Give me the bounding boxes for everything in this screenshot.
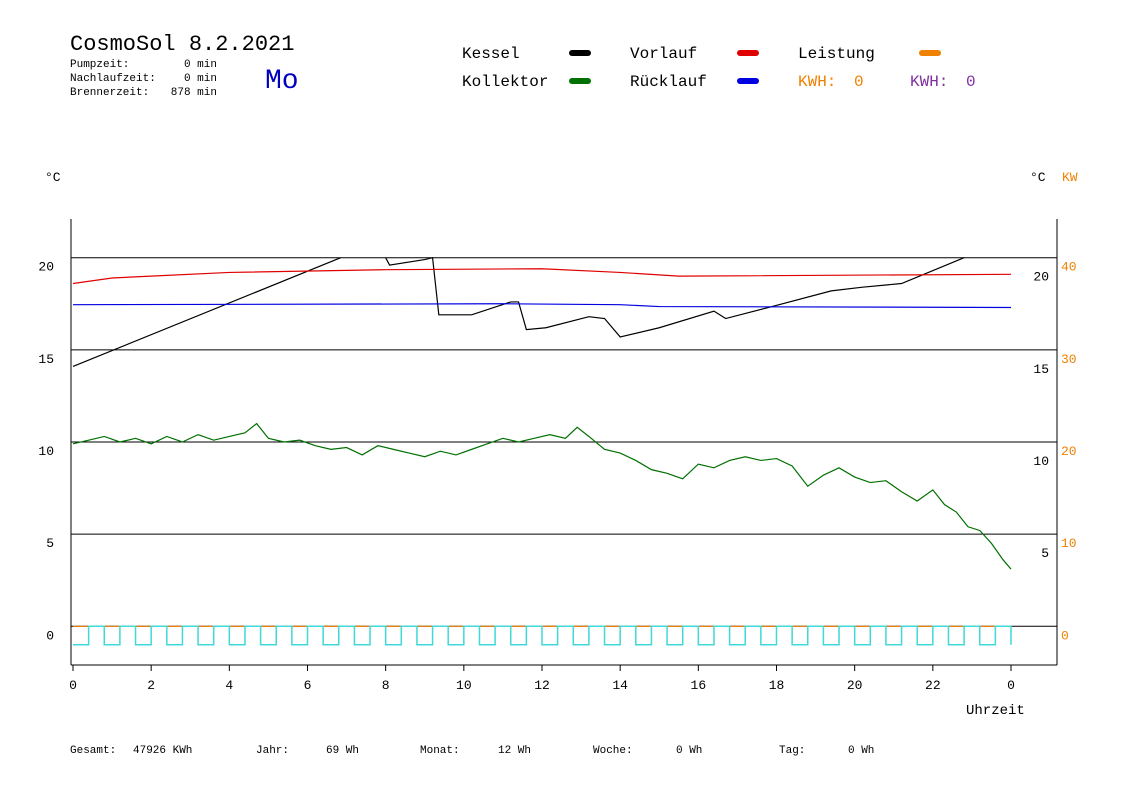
title: CosmoSol 8.2.2021	[70, 32, 294, 57]
y-tick-label: 15	[38, 352, 54, 367]
x-tick-label: 20	[847, 678, 863, 693]
x-tick-label: 22	[925, 678, 941, 693]
x-tick-label: 0	[69, 678, 77, 693]
x-tick-label: 16	[691, 678, 707, 693]
legend-label: Leistung	[798, 45, 875, 63]
kwh-label: KWH:	[910, 73, 948, 91]
total-value: 47926 KWh	[133, 745, 192, 757]
x-tick-label: 10	[456, 678, 472, 693]
y2-tick-label: 0	[1061, 628, 1069, 643]
y-right-tick-label: 10	[1033, 454, 1049, 469]
y-tick-label: 10	[38, 444, 54, 459]
series-line	[72, 422, 1012, 570]
series-line	[73, 625, 1012, 646]
y-right-tick-label: 5	[1041, 546, 1049, 561]
x-tick-label: 2	[147, 678, 155, 693]
y2-tick-label: 40	[1061, 260, 1077, 275]
total-value: 12 Wh	[498, 745, 531, 757]
kwh-label: KWH:	[798, 73, 836, 91]
total-value: 0 Wh	[676, 745, 702, 757]
x-tick-label: 8	[382, 678, 390, 693]
y2-tick-label: 10	[1061, 536, 1077, 551]
y2-axis-unit: °C	[1030, 170, 1046, 185]
stat-label: Brennerzeit:	[70, 87, 149, 99]
legend-label: Vorlauf	[630, 45, 697, 63]
total-label: Woche:	[593, 745, 633, 757]
x-tick-label: 18	[769, 678, 785, 693]
kwh-value: 0	[854, 73, 864, 91]
series-line	[72, 256, 965, 367]
y-tick-label: 20	[38, 260, 54, 275]
x-tick-label: 12	[534, 678, 550, 693]
legend-label: Kessel	[462, 45, 520, 63]
x-axis-label: Uhrzeit	[966, 703, 1025, 719]
x-tick-label: 4	[225, 678, 233, 693]
total-label: Monat:	[420, 745, 460, 757]
total-value: 0 Wh	[848, 745, 874, 757]
stat-value: 0 min	[184, 59, 217, 71]
y2-tick-label: 20	[1061, 444, 1077, 459]
series-line	[72, 268, 1012, 285]
y2-axis-label: KW	[1062, 170, 1078, 185]
stat-value: 0 min	[184, 73, 217, 85]
series-line	[72, 303, 1012, 309]
y-tick-label: 0	[46, 628, 54, 643]
x-tick-label: 6	[304, 678, 312, 693]
stat-label: Pumpzeit:	[70, 59, 129, 71]
kwh-value: 0	[966, 73, 976, 91]
y-right-tick-label: 15	[1033, 362, 1049, 377]
legend-label: Rücklauf	[630, 73, 707, 91]
stat-value: 878 min	[171, 87, 217, 99]
stat-label: Nachlaufzeit:	[70, 73, 156, 85]
y-axis-label: °C	[45, 170, 61, 185]
weekday: Mo	[265, 66, 299, 97]
y-right-tick-label: 20	[1033, 270, 1049, 285]
legend-label: Kollektor	[462, 73, 548, 91]
total-label: Gesamt:	[70, 745, 116, 757]
x-tick-label: 14	[612, 678, 628, 693]
y-tick-label: 5	[46, 536, 54, 551]
total-label: Jahr:	[256, 745, 289, 757]
total-label: Tag:	[779, 745, 805, 757]
x-tick-label: 0	[1007, 678, 1015, 693]
y2-tick-label: 30	[1061, 352, 1077, 367]
total-value: 69 Wh	[326, 745, 359, 757]
